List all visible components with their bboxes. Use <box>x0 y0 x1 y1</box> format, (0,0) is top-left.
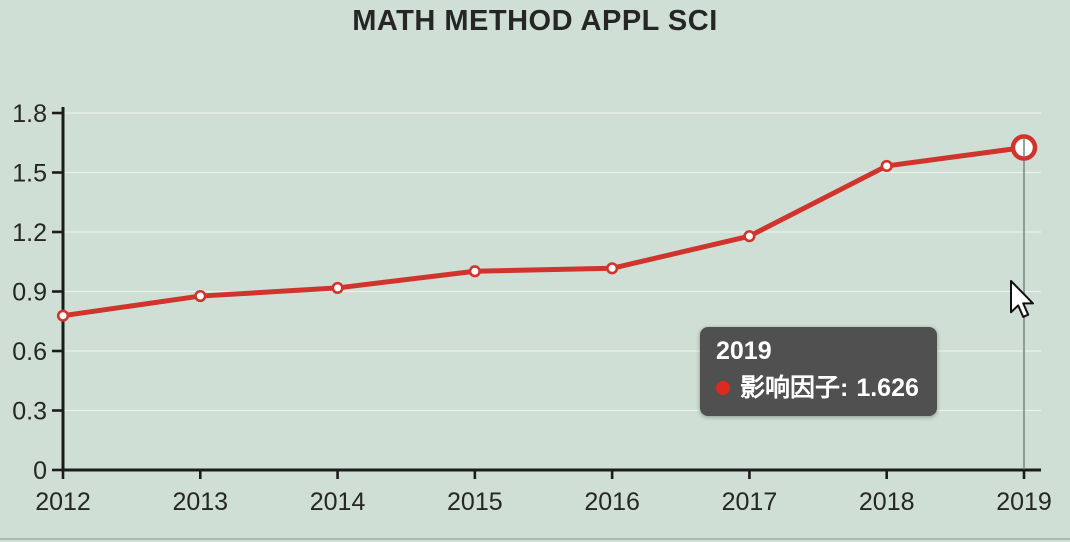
tooltip-year: 2019 <box>716 337 772 365</box>
series-marker-icon <box>716 381 730 395</box>
y-tick-label: 1.8 <box>12 100 47 128</box>
data-point-2013[interactable] <box>194 289 207 303</box>
x-tick-label-2016: 2016 <box>584 488 640 516</box>
hover-tooltip: 2019 影响因子: 1.626 <box>700 327 937 416</box>
x-tick-label-2013: 2013 <box>172 488 228 516</box>
window-bottom-edge <box>0 538 1070 540</box>
data-point-2018[interactable] <box>880 159 893 173</box>
chart-title: MATH METHOD APPL SCI <box>352 5 718 37</box>
data-point-2015[interactable] <box>468 265 481 278</box>
data-point-2012[interactable] <box>56 309 70 322</box>
y-tick-label: 0.6 <box>12 338 47 366</box>
data-point-2014[interactable] <box>331 281 344 295</box>
tooltip-value: 1.626 <box>856 374 919 402</box>
x-tick-label-2019: 2019 <box>996 488 1052 516</box>
x-tick-label-2012: 2012 <box>35 488 91 516</box>
y-tick-label: 0 <box>33 457 47 485</box>
data-point-2016[interactable] <box>606 262 619 275</box>
y-tick-label: 1.2 <box>12 219 47 247</box>
x-tick-label-2018: 2018 <box>859 488 915 516</box>
x-tick-label-2014: 2014 <box>310 488 366 516</box>
data-point-2017[interactable] <box>743 230 756 243</box>
impact-factor-line <box>60 145 1027 319</box>
y-tick-label: 1.5 <box>12 160 47 188</box>
y-tick-label: 0.9 <box>12 279 47 307</box>
tooltip-series-row: 影响因子: 1.626 <box>716 373 919 403</box>
y-tick-label: 0.3 <box>12 398 47 426</box>
tooltip-series-label: 影响因子: <box>740 374 849 402</box>
x-tick-label-2015: 2015 <box>447 488 503 516</box>
x-tick-label-2017: 2017 <box>722 488 778 516</box>
